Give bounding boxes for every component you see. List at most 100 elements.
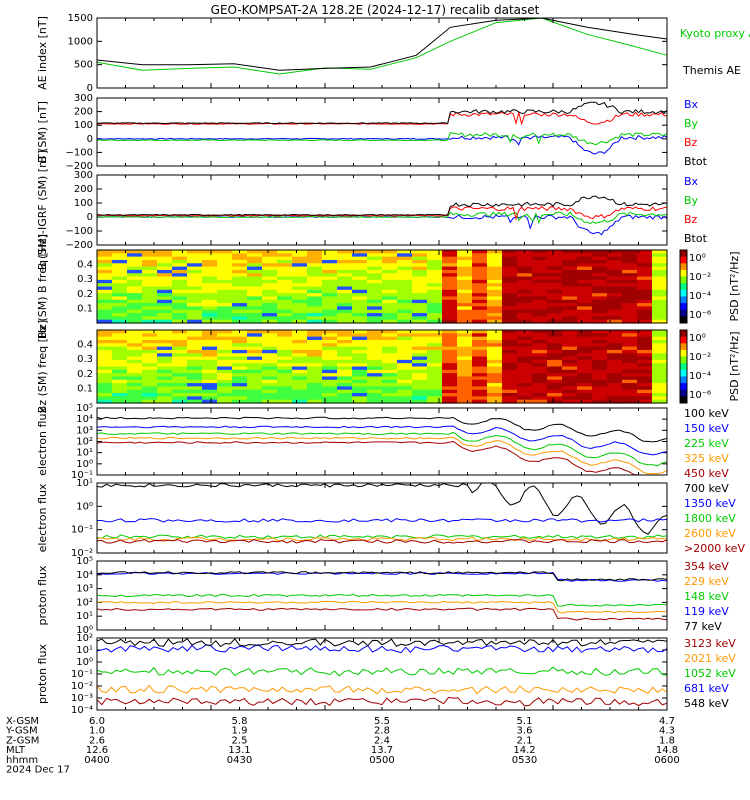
heatmap-cell xyxy=(277,349,293,354)
heatmap-cell xyxy=(262,333,278,338)
heatmap-cell xyxy=(112,353,128,358)
heatmap-cell xyxy=(232,266,248,271)
heatmap-cell xyxy=(547,259,563,264)
heatmap-cell xyxy=(382,343,398,348)
heatmap-cell xyxy=(472,283,488,288)
heatmap-cell xyxy=(142,369,158,374)
heatmap-cell xyxy=(547,349,563,354)
heatmap-cell xyxy=(277,336,293,341)
heatmap-cell xyxy=(322,333,338,338)
heatmap-cell xyxy=(442,319,458,324)
heatmap-cell xyxy=(637,366,653,371)
heatmap-cell xyxy=(172,386,188,391)
heatmap-cell xyxy=(397,279,413,284)
heatmap-cell xyxy=(322,250,338,254)
heatmap-cell xyxy=(232,316,248,321)
heatmap-cell xyxy=(592,399,608,404)
heatmap-cell xyxy=(292,366,308,371)
heatmap-cell xyxy=(517,313,533,317)
heatmap-cell xyxy=(187,359,203,364)
heatmap-cell xyxy=(412,339,428,344)
y-tick-label: 10¹ xyxy=(76,611,93,622)
heatmap-cell xyxy=(157,279,173,284)
heatmap-cell xyxy=(112,386,128,391)
heatmap-cell xyxy=(562,399,578,404)
heatmap-cell xyxy=(382,306,398,311)
footer-value: 1.0 xyxy=(89,726,105,737)
heatmap-cell xyxy=(442,273,458,278)
heatmap-cell xyxy=(382,296,398,301)
heatmap-cell xyxy=(352,386,368,391)
heatmap-cell xyxy=(427,289,443,294)
legend-entry: 450 keV xyxy=(684,467,729,480)
heatmap-cell xyxy=(427,359,443,364)
heatmap-cell xyxy=(262,386,278,391)
heatmap-cell xyxy=(307,369,323,374)
heatmap-cell xyxy=(202,396,218,401)
panel-4: 0.10.20.30.4Bx (SM) B freq [Hz] 10⁰10⁻²10… xyxy=(36,234,741,339)
footer-value: 1.9 xyxy=(232,726,248,737)
heatmap-cell xyxy=(292,253,308,258)
heatmap-cell xyxy=(412,319,428,324)
heatmap-cell xyxy=(247,330,263,334)
heatmap-cell xyxy=(277,286,293,291)
heatmap-cell xyxy=(352,339,368,344)
colorbar-tick-label: 10⁻⁴ xyxy=(689,291,711,302)
heatmap-cell xyxy=(502,276,518,281)
heatmap-cell xyxy=(367,313,383,317)
y-tick-label: −100 xyxy=(66,226,93,237)
heatmap-cell xyxy=(142,316,158,321)
heatmap-cell xyxy=(307,276,323,281)
heatmap-cell xyxy=(217,349,233,354)
heatmap-cell xyxy=(172,349,188,354)
heatmap-cell xyxy=(187,303,203,308)
heatmap-cell xyxy=(547,356,563,361)
heatmap-cell xyxy=(532,303,548,308)
heatmap-cell xyxy=(427,313,443,317)
heatmap-cell xyxy=(277,303,293,308)
heatmap-cell xyxy=(607,319,623,324)
heatmap-cell xyxy=(607,399,623,404)
legend-entry: 325 keV xyxy=(684,452,729,465)
y-tick-label: 500 xyxy=(74,60,93,71)
b-series-line xyxy=(96,132,668,146)
heatmap-cell xyxy=(307,299,323,304)
panel-frame xyxy=(96,174,668,246)
colorbar-tick-label: 10⁻⁴ xyxy=(689,371,711,382)
y-tick-label: 10⁰ xyxy=(76,657,93,668)
heatmap-cell xyxy=(112,319,128,324)
heatmap-cell xyxy=(112,396,128,401)
heatmap-cell xyxy=(592,259,608,264)
flux-series-line xyxy=(96,696,668,707)
heatmap-cell xyxy=(502,283,518,288)
heatmap-cell xyxy=(352,269,368,274)
heatmap-cell xyxy=(502,303,518,308)
heatmap-cell xyxy=(322,279,338,284)
heatmap-cell xyxy=(127,363,143,368)
heatmap-cell xyxy=(532,389,548,394)
heatmap-cell xyxy=(307,293,323,298)
heatmap-cell xyxy=(202,319,218,324)
heatmap-cell xyxy=(157,303,173,308)
footer-value: 13.1 xyxy=(228,745,250,756)
heatmap-cell xyxy=(397,336,413,341)
y-tick-label: 0.3 xyxy=(77,354,93,365)
heatmap-cell xyxy=(97,386,113,391)
heatmap-cell xyxy=(412,253,428,258)
heatmap-cell xyxy=(532,289,548,294)
heatmap-cell xyxy=(172,289,188,294)
heatmap-cell xyxy=(307,273,323,278)
heatmap-cell xyxy=(487,366,503,371)
heatmap-cell xyxy=(457,309,473,314)
heatmap-cell xyxy=(427,309,443,314)
heatmap-cell xyxy=(367,383,383,388)
heatmap-cell xyxy=(142,303,158,308)
heatmap-cell xyxy=(397,396,413,401)
heatmap-cell xyxy=(97,383,113,388)
heatmap-cell xyxy=(322,303,338,308)
colorbar-segment xyxy=(680,309,687,317)
colorbar-segment xyxy=(680,250,687,258)
heatmap-cell xyxy=(502,343,518,348)
heatmap-cell xyxy=(472,383,488,388)
heatmap-cell xyxy=(487,359,503,364)
